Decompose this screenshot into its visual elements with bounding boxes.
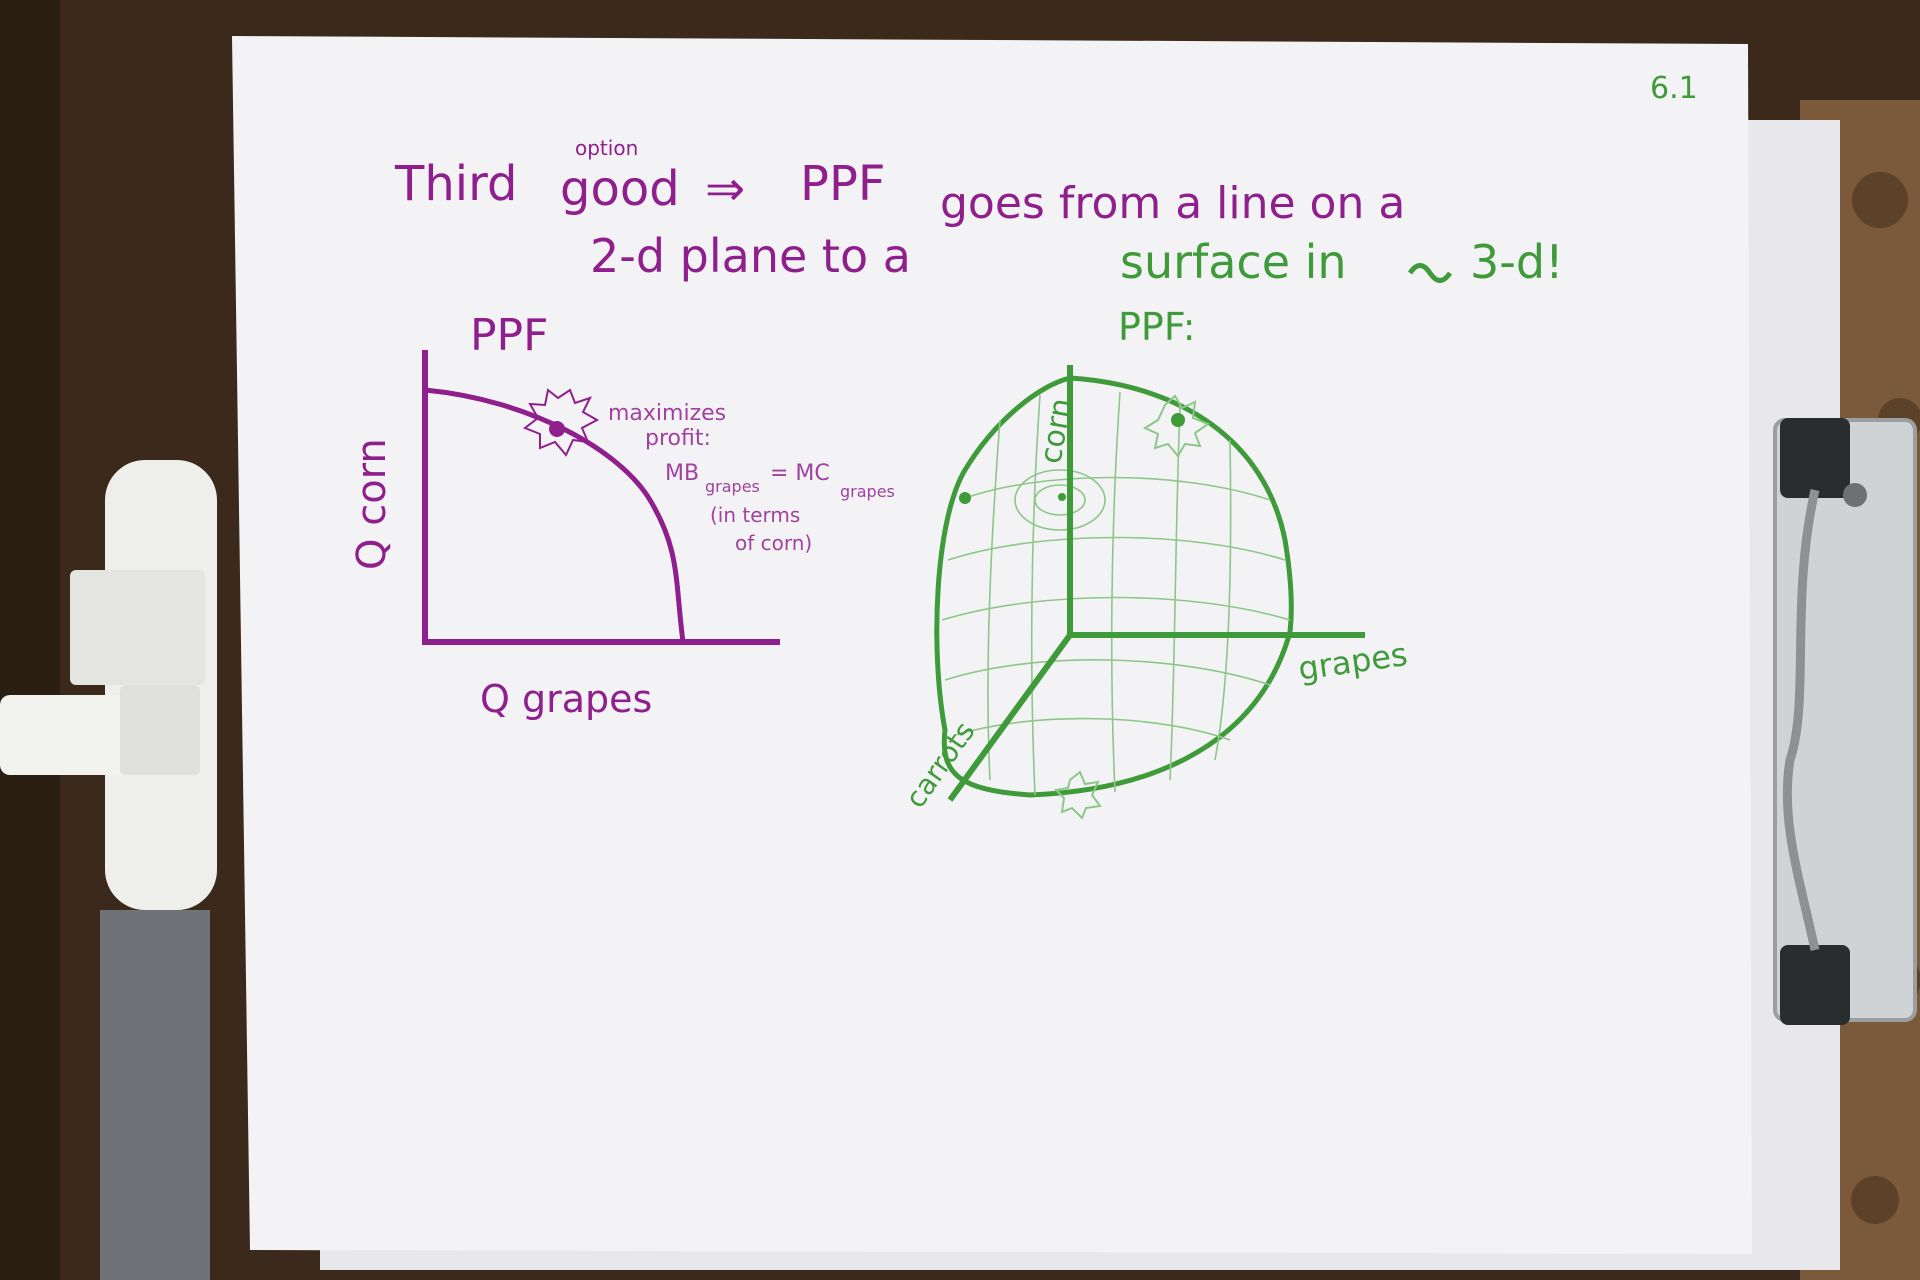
paper-sheet xyxy=(232,36,1752,1254)
heading-word-ppf: PPF xyxy=(800,156,886,212)
page-number: 6.1 xyxy=(1650,71,1698,106)
surface-point-top xyxy=(1171,413,1185,427)
heading-line2-green: surface in xyxy=(1120,235,1347,289)
optimum-point xyxy=(549,421,565,437)
heading-caret-option: option xyxy=(575,136,638,160)
heading-line2-3d: 3-d! xyxy=(1470,235,1564,289)
scribble-mark xyxy=(1407,263,1453,283)
note-mb-sub: grapes xyxy=(705,477,760,496)
left-ppf-graph: PPF Q corn Q grapes maximizes profit: MB… xyxy=(349,310,895,721)
left-ppf-curve xyxy=(424,387,686,643)
heading-line2-purple: 2-d plane to a xyxy=(590,229,911,283)
heading-arrow: ⇒ xyxy=(705,161,745,217)
note-mc-sub: grapes xyxy=(840,482,895,501)
bottom-starburst xyxy=(1053,770,1102,820)
optimum-annotation: maximizes profit: MB grapes = MC grapes … xyxy=(608,401,895,555)
note-eq-mc: = MC xyxy=(770,461,830,486)
binder-clip xyxy=(1773,418,1917,1025)
right-graph-title: PPF: xyxy=(1118,305,1196,349)
surface-point-left xyxy=(959,492,971,504)
heading-line-1: Third option good ⇒ PPF goes from a line… xyxy=(394,136,1405,229)
note-profit: profit: xyxy=(645,426,711,451)
note-maximizes: maximizes xyxy=(608,401,726,426)
heading-word-third: Third xyxy=(394,156,517,212)
note-of-corn: of corn) xyxy=(735,531,812,555)
desk-shadow xyxy=(0,0,60,1280)
note-mb: MB xyxy=(665,461,699,486)
axis-carrots xyxy=(947,633,1073,802)
heading-line-2: 2-d plane to a surface in 3-d! xyxy=(590,229,1564,289)
left-x-label: Q grapes xyxy=(480,677,652,721)
surface-starburst xyxy=(1142,394,1211,458)
optimum-starburst xyxy=(522,388,600,457)
heading-word-good: good xyxy=(560,161,680,217)
heading-line1-rest: goes from a line on a xyxy=(940,178,1405,229)
note-in-terms: (in terms xyxy=(710,503,800,527)
surface-grid xyxy=(941,391,1291,796)
left-mount xyxy=(0,460,217,910)
left-graph-title: PPF xyxy=(470,310,548,361)
surface-point-center xyxy=(1058,493,1066,501)
left-y-label: Q corn xyxy=(349,438,395,570)
gray-rail xyxy=(100,910,210,1280)
